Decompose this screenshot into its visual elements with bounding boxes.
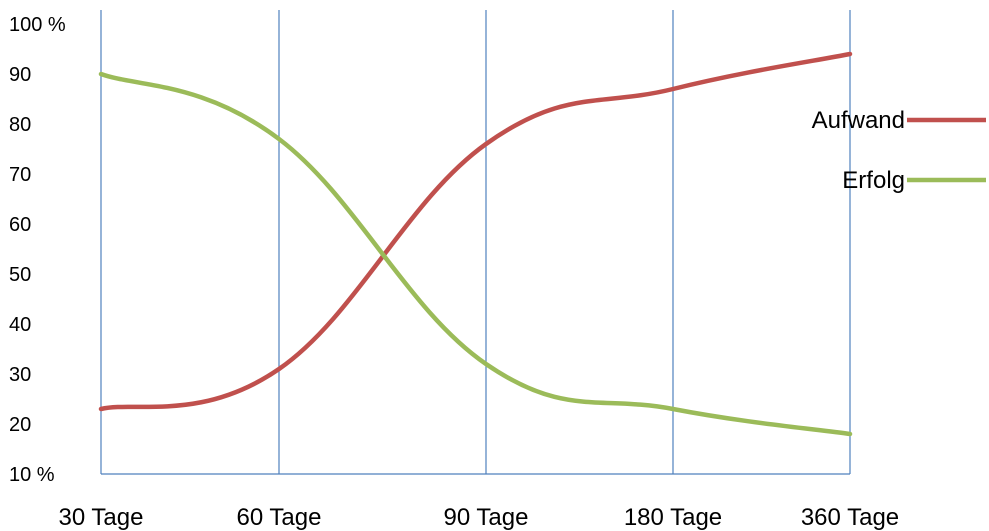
legend: Aufwand Erfolg <box>812 107 986 194</box>
y-tick-label: 50 <box>9 264 31 286</box>
y-tick-label: 90 <box>9 64 31 86</box>
y-tick-label: 80 <box>9 114 31 136</box>
x-tick-label: 360 Tage <box>801 504 899 531</box>
series-lines <box>98 51 853 437</box>
gridlines <box>278 10 851 474</box>
legend-label-erfolg: Erfolg <box>842 167 905 194</box>
x-axis-tick-labels: 30 Tage 60 Tage 90 Tage 180 Tage 360 Tage <box>59 504 900 531</box>
y-axis-tick-labels: 100 % 90 80 70 60 50 40 30 20 10 % <box>9 14 66 486</box>
y-tick-label: 20 <box>9 414 31 436</box>
y-tick-label: 100 % <box>9 14 66 36</box>
y-tick-label: 70 <box>9 164 31 186</box>
x-tick-label: 60 Tage <box>237 504 322 531</box>
x-tick-label: 30 Tage <box>59 504 144 531</box>
legend-label-aufwand: Aufwand <box>812 107 905 134</box>
series-line-erfolg <box>98 71 853 437</box>
series-line-aufwand <box>98 51 853 412</box>
y-tick-label: 40 <box>9 314 31 336</box>
axes <box>100 10 850 475</box>
y-tick-label: 30 <box>9 364 31 386</box>
y-tick-label: 60 <box>9 214 31 236</box>
x-tick-label: 90 Tage <box>444 504 529 531</box>
x-tick-label: 180 Tage <box>624 504 722 531</box>
y-tick-label: 10 % <box>9 464 55 486</box>
